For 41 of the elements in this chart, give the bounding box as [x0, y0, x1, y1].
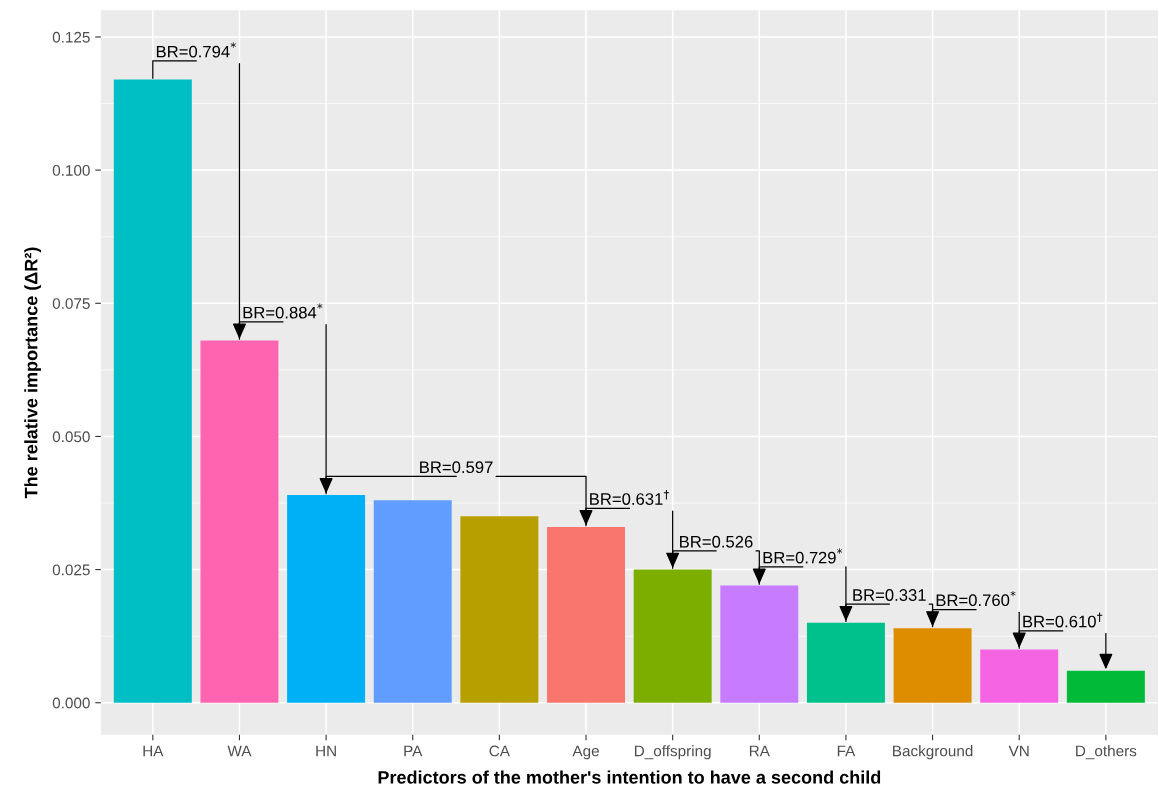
bar [633, 569, 712, 703]
annotation: BR=0.884$^{*}$ [243, 303, 323, 319]
bar [373, 500, 452, 703]
y-tick-label: 0.025 [52, 564, 90, 576]
bar [200, 340, 279, 703]
bar [1066, 670, 1145, 703]
y-tick-label: 0.100 [52, 165, 90, 176]
x-tick-label: VN [1008, 745, 1029, 757]
x-tick-label: RA [749, 745, 770, 757]
x-tick-label: CA [489, 745, 510, 757]
y-tick-label: 0.125 [52, 31, 90, 43]
x-axis-title: Predictors of the mother's intention to have a second child [378, 770, 881, 784]
x-tick-label: HA [143, 745, 164, 757]
annotation: BR=0.597 [420, 461, 493, 474]
annotation: BR=0.760$^{*}$ [936, 590, 1016, 607]
x-tick-label: HN [316, 745, 336, 757]
y-tick-label: 0.000 [52, 697, 90, 709]
x-tick-label: FA [837, 745, 856, 757]
y-tick-label: 0.075 [52, 298, 90, 309]
bar [806, 622, 885, 703]
bar [980, 649, 1059, 703]
x-tick-label: Age [572, 745, 599, 760]
bar [893, 628, 972, 703]
x-tick-label: D_others [1076, 745, 1137, 760]
x-tick-label: Background [893, 745, 973, 760]
annotation: BR=0.631$^{†}$ [590, 489, 670, 505]
annotation: BR=0.526 [680, 535, 753, 548]
bar [460, 516, 539, 703]
x-tick-label: WA [227, 745, 252, 757]
annotation: BR=0.610$^{†}$ [1023, 612, 1103, 628]
bar [113, 79, 192, 703]
y-axis-title: The relative importance (ΔR²) [24, 247, 42, 499]
annotation: BR=0.331 [853, 589, 926, 601]
x-tick-label: PA [404, 745, 423, 757]
annotation: BR=0.794$^{*}$ [156, 42, 236, 58]
annotation: BR=0.729$^{*}$ [763, 548, 843, 564]
bar [287, 495, 366, 703]
bar [547, 526, 626, 703]
x-tick-label: D_offspring [634, 745, 711, 760]
y-tick-label: 0.050 [52, 431, 90, 443]
bar [720, 585, 799, 703]
